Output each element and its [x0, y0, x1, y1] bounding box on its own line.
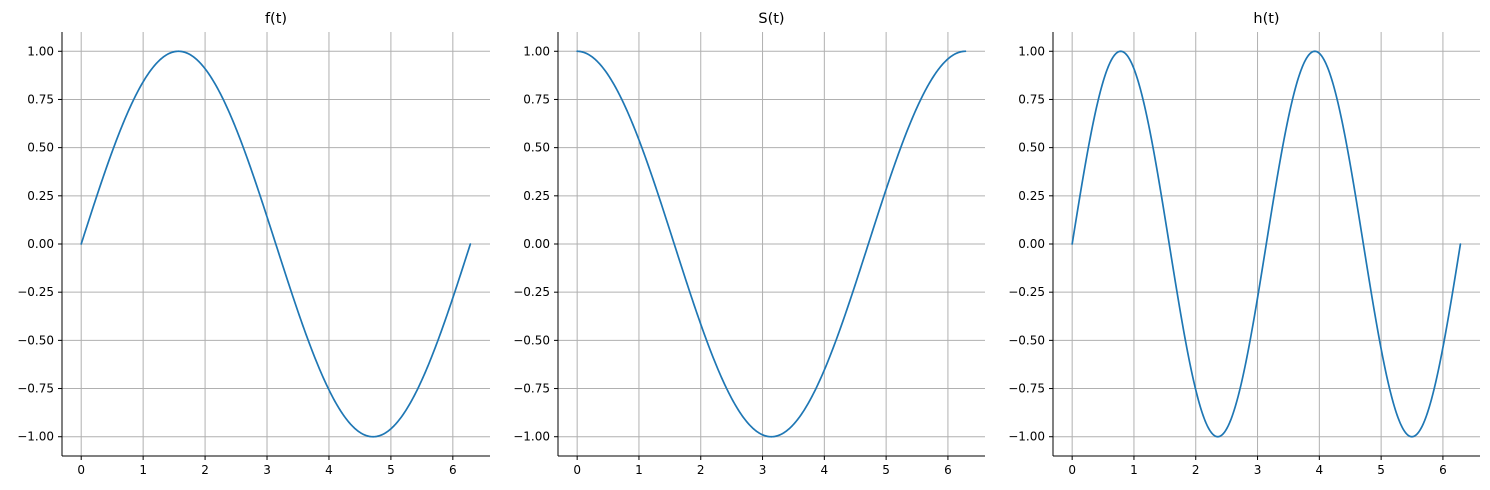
y-tick-label: −1.00 [1008, 430, 1045, 444]
x-tick-label: 0 [573, 463, 581, 477]
x-tick-label: 0 [77, 463, 85, 477]
x-tick-label: 2 [201, 463, 209, 477]
x-tick-label: 3 [1254, 463, 1262, 477]
subplot-3: 0 1 2 3 4 5 6 −1.00 −0.75 −0.50 −0.25 0.00 0.25 0.50 0… [1008, 11, 1480, 477]
series-line [80, 50, 472, 438]
x-tick-label: 4 [821, 463, 829, 477]
x-axis-ticks: 0 1 2 3 4 5 6 [77, 456, 457, 477]
x-tick-label: 2 [1192, 463, 1200, 477]
y-tick-label: 0.50 [523, 141, 550, 155]
y-tick-label: 0.75 [523, 92, 550, 106]
x-axis-ticks: 0 1 2 3 4 5 6 [573, 456, 952, 477]
y-axis-ticks: −1.00 −0.75 −0.50 −0.25 0.00 0.25 0.50 0.75 1.00 [1008, 44, 1053, 444]
y-axis-ticks: −1.00 −0.75 −0.50 −0.25 0.00 0.25 0.50 0.75 1.00 [513, 44, 558, 444]
x-axis-ticks: 0 1 2 3 4 5 6 [1068, 456, 1447, 477]
y-tick-label: −0.50 [17, 333, 54, 347]
y-tick-label: 1.00 [523, 44, 550, 58]
y-tick-label: 0.50 [1018, 141, 1045, 155]
x-tick-label: 5 [387, 463, 395, 477]
x-tick-label: 6 [449, 463, 457, 477]
y-tick-label: 0.00 [27, 237, 54, 251]
y-tick-label: 0.50 [27, 141, 54, 155]
grid [1053, 32, 1480, 456]
y-tick-label: −0.25 [513, 285, 550, 299]
y-axis-ticks: −1.00 −0.75 −0.50 −0.25 0.00 0.25 0.50 0.75 1.00 [17, 44, 62, 444]
grid [558, 32, 985, 456]
x-tick-label: 2 [697, 463, 705, 477]
y-tick-label: 0.75 [27, 92, 54, 106]
y-tick-label: 0.75 [1018, 92, 1045, 106]
x-tick-label: 0 [1068, 463, 1076, 477]
x-tick-label: 4 [1316, 463, 1324, 477]
chart-title: S(t) [758, 11, 784, 27]
y-tick-label: −0.25 [17, 285, 54, 299]
x-tick-label: 6 [1439, 463, 1447, 477]
y-tick-label: −0.50 [513, 333, 550, 347]
subplot-2: 0 1 2 3 4 5 6 −1.00 −0.75 −0.50 −0.25 0.00 0.25 0.50 0… [513, 11, 985, 477]
y-tick-label: −1.00 [513, 430, 550, 444]
y-tick-label: 0.25 [1018, 189, 1045, 203]
y-tick-label: 0.00 [1018, 237, 1045, 251]
x-tick-label: 1 [635, 463, 643, 477]
series-line [576, 50, 967, 438]
chart-title: h(t) [1253, 11, 1279, 27]
y-tick-label: −0.25 [1008, 285, 1045, 299]
grid [62, 32, 490, 456]
y-tick-label: −0.50 [1008, 333, 1045, 347]
y-tick-label: 1.00 [27, 44, 54, 58]
y-tick-label: −1.00 [17, 430, 54, 444]
y-tick-label: −0.75 [1008, 382, 1045, 396]
x-tick-label: 5 [1377, 463, 1385, 477]
x-tick-label: 3 [263, 463, 271, 477]
x-tick-label: 1 [139, 463, 147, 477]
y-tick-label: 0.25 [27, 189, 54, 203]
subplot-1: 0 1 2 3 4 5 6 −1.00 −0.75 −0.50 −0.25 0.00 0.25 0.50 0… [17, 11, 490, 477]
series-line [1071, 50, 1462, 438]
y-tick-label: 0.25 [523, 189, 550, 203]
x-tick-label: 5 [882, 463, 890, 477]
x-tick-label: 1 [1130, 463, 1138, 477]
x-tick-label: 6 [944, 463, 952, 477]
y-tick-label: 0.00 [523, 237, 550, 251]
y-tick-label: 1.00 [1018, 44, 1045, 58]
chart-title: f(t) [265, 11, 287, 27]
y-tick-label: −0.75 [513, 382, 550, 396]
x-tick-label: 3 [759, 463, 767, 477]
x-tick-label: 4 [325, 463, 333, 477]
y-tick-label: −0.75 [17, 382, 54, 396]
